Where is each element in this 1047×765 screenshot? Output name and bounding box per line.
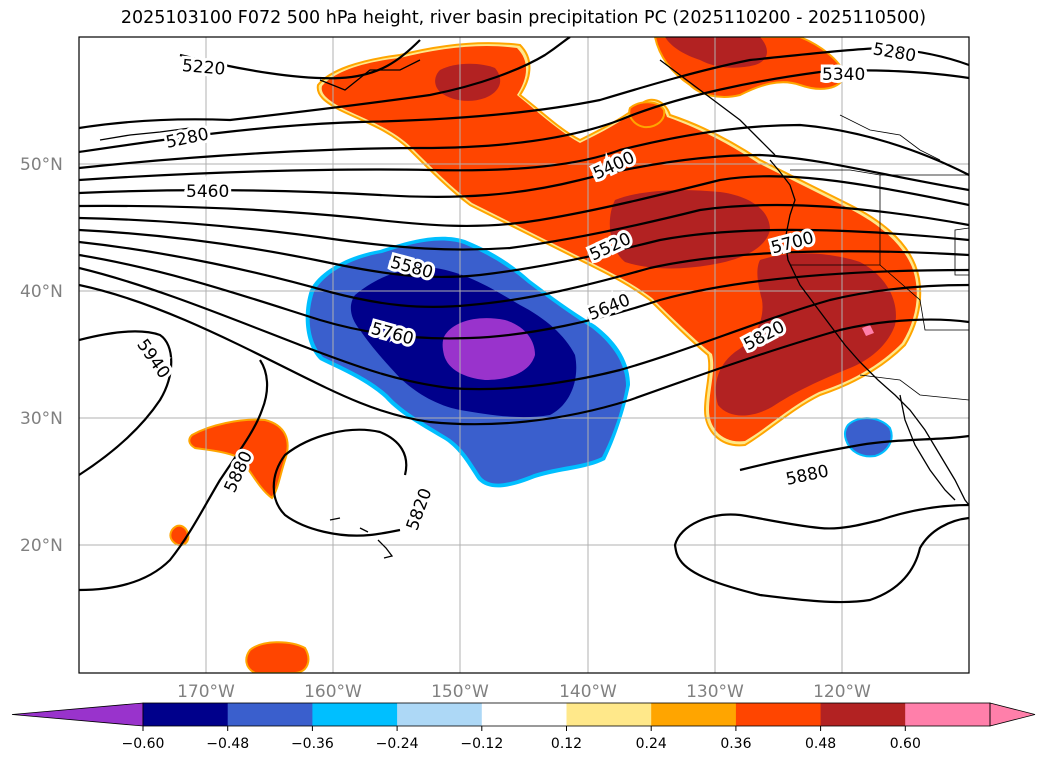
colorbar-segment bbox=[227, 703, 313, 726]
colorbar: −0.60 −0.48 −0.36 −0.24 −0.12 0.12 0.24 0.36 0.4… bbox=[11, 702, 1036, 752]
colorbar-segment bbox=[312, 703, 398, 726]
colorbar-tick-label: 0.12 bbox=[551, 736, 582, 752]
negative-anomaly-regions bbox=[305, 236, 893, 488]
colorbar-tick-label: 0.60 bbox=[890, 736, 921, 752]
colorbar-segment bbox=[651, 703, 737, 726]
lon-label: 170°W bbox=[177, 682, 235, 702]
map-area: 5220 5280 5280 5340 5400 5460 5520 5580 … bbox=[79, 37, 969, 673]
lon-label: 140°W bbox=[559, 682, 617, 702]
contour-label: 5340 bbox=[822, 65, 865, 85]
lon-label: 150°W bbox=[431, 682, 489, 702]
colorbar-segment bbox=[735, 703, 822, 726]
anomaly-region-small-3 bbox=[628, 101, 666, 129]
lat-label: 20°N bbox=[20, 536, 63, 556]
anomaly-region-west-pacific bbox=[188, 418, 289, 500]
colorbar-segment bbox=[397, 703, 483, 726]
anomaly-region-small-1 bbox=[169, 524, 190, 547]
colorbar-tick-label: 0.48 bbox=[805, 736, 836, 752]
colorbar-extend-high bbox=[989, 702, 1036, 727]
colorbar-segment bbox=[905, 703, 990, 726]
colorbar-tick-label: −0.24 bbox=[376, 736, 419, 752]
graticule bbox=[79, 37, 969, 673]
contour-label: 5460 bbox=[186, 182, 229, 202]
colorbar-tick-label: −0.60 bbox=[122, 736, 165, 752]
contour-label: 5220 bbox=[181, 56, 226, 80]
lat-label: 30°N bbox=[20, 409, 63, 429]
colorbar-tick-label: −0.48 bbox=[206, 736, 249, 752]
colorbar-extend-low bbox=[11, 702, 144, 727]
colorbar-tick-label: 0.24 bbox=[636, 736, 667, 752]
colorbar-segment bbox=[566, 703, 652, 726]
anomaly-region-max bbox=[862, 325, 874, 336]
height-contours bbox=[79, 37, 969, 604]
lon-label: 120°W bbox=[813, 682, 871, 702]
lat-label: 40°N bbox=[20, 282, 63, 302]
anomaly-region-california-strong bbox=[715, 253, 896, 416]
anomaly-region-bc-coast-strong bbox=[665, 37, 767, 68]
longitude-labels: 170°W 160°W 150°W 140°W 130°W 120°W bbox=[177, 682, 871, 702]
colorbar-tick-label: −0.12 bbox=[460, 736, 503, 752]
positive-anomaly-regions bbox=[169, 37, 922, 673]
map-frame bbox=[78, 36, 970, 674]
coastlines bbox=[99, 59, 969, 559]
colorbar-segment bbox=[143, 703, 229, 726]
colorbar-segment bbox=[481, 703, 567, 726]
colorbar-tick-label: −0.36 bbox=[291, 736, 334, 752]
colorbar-tick-label: 0.36 bbox=[720, 736, 751, 752]
anomaly-region-gulf-strong bbox=[435, 63, 501, 101]
latitude-labels: 50°N 40°N 30°N 20°N bbox=[20, 155, 63, 556]
colorbar-segment bbox=[820, 703, 906, 726]
lon-label: 160°W bbox=[304, 682, 362, 702]
anomaly-region-negative-offshore bbox=[843, 417, 893, 458]
anomaly-region-small-2 bbox=[245, 641, 310, 673]
lon-label: 130°W bbox=[686, 682, 744, 702]
lat-label: 50°N bbox=[20, 155, 63, 175]
figure-title: 2025103100 F072 500 hPa height, river ba… bbox=[120, 8, 927, 28]
anomaly-region-pnw-strong bbox=[609, 190, 770, 269]
